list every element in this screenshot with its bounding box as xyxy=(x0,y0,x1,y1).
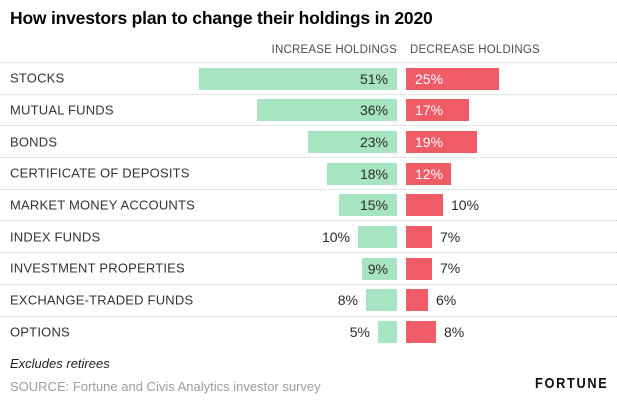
category-label: INDEX FUNDS xyxy=(10,229,101,245)
chart-row: MUTUAL FUNDS 36% 17% xyxy=(0,95,617,127)
column-header-decrease: DECREASE HOLDINGS xyxy=(410,44,540,56)
chart-row: MARKET MONEY ACCOUNTS 15% 10% xyxy=(0,190,617,222)
increase-bar: 9% xyxy=(362,257,397,280)
increase-value-label: 18% xyxy=(359,165,388,182)
decrease-value-label: 19% xyxy=(415,133,444,150)
page-title: How investors plan to change their holdi… xyxy=(10,8,433,28)
decrease-value-label: 6% xyxy=(436,292,457,309)
category-label: MUTUAL FUNDS xyxy=(10,102,114,118)
category-label: STOCKS xyxy=(10,70,65,86)
increase-bar: 15% xyxy=(339,194,397,217)
chart-row: STOCKS 51% 25% xyxy=(0,63,617,95)
decrease-bar: 17% xyxy=(406,99,469,122)
decrease-bar: 25% xyxy=(406,67,499,90)
category-label: OPTIONS xyxy=(10,324,70,340)
decrease-bar: 19% xyxy=(406,130,477,153)
decrease-value-label: 17% xyxy=(415,102,444,119)
column-header-increase: INCREASE HOLDINGS xyxy=(271,44,397,56)
decrease-bar xyxy=(406,257,432,280)
decrease-bar: 12% xyxy=(406,162,451,185)
decrease-bar xyxy=(406,225,432,248)
increase-bar xyxy=(378,321,397,343)
category-label: CERTIFICATE OF DEPOSITS xyxy=(10,165,190,181)
fortune-logo: FORTUNE xyxy=(534,375,608,392)
increase-bar: 18% xyxy=(327,162,397,185)
decrease-value-label: 25% xyxy=(415,70,444,87)
chart-row: INDEX FUNDS 10% 7% xyxy=(0,221,617,254)
category-label: EXCHANGE-TRADED FUNDS xyxy=(10,292,194,308)
increase-bar: 36% xyxy=(257,99,397,122)
category-label: MARKET MONEY ACCOUNTS xyxy=(10,197,196,213)
decrease-value-label: 7% xyxy=(440,260,461,277)
chart-row: INVESTMENT PROPERTIES 9% 7% xyxy=(0,253,617,285)
increase-value-label: 36% xyxy=(359,102,388,119)
category-label: BONDS xyxy=(10,134,58,150)
footnote: Excludes retirees xyxy=(10,356,110,371)
increase-bar: 51% xyxy=(199,67,397,90)
diverging-bar-chart: STOCKS 51% 25% MUTUAL FUNDS 36% 17% BONDS 23% 19… xyxy=(0,62,617,348)
decrease-bar xyxy=(406,194,443,217)
decrease-bar xyxy=(406,321,436,343)
chart-row: BONDS 23% 19% xyxy=(0,126,617,159)
decrease-bar xyxy=(406,289,428,312)
increase-value-label: 9% xyxy=(367,260,388,277)
increase-value-label: 51% xyxy=(359,70,388,87)
chart-row: EXCHANGE-TRADED FUNDS 8% 6% xyxy=(0,285,617,317)
increase-bar xyxy=(358,225,397,248)
decrease-value-label: 12% xyxy=(415,165,444,182)
decrease-value-label: 7% xyxy=(440,228,461,245)
increase-value-label: 15% xyxy=(359,197,388,214)
increase-bar xyxy=(366,289,397,312)
chart-row: OPTIONS 5% 8% xyxy=(0,317,617,349)
decrease-value-label: 10% xyxy=(451,197,480,214)
chart-row: CERTIFICATE OF DEPOSITS 18% 12% xyxy=(0,158,617,190)
increase-value-label: 10% xyxy=(321,228,350,245)
decrease-value-label: 8% xyxy=(444,324,465,341)
increase-value-label: 8% xyxy=(337,292,358,309)
category-label: INVESTMENT PROPERTIES xyxy=(10,260,185,276)
increase-value-label: 23% xyxy=(359,133,388,150)
increase-value-label: 5% xyxy=(349,324,370,341)
increase-bar: 23% xyxy=(308,130,397,153)
source-line: SOURCE: Fortune and Civis Analytics inve… xyxy=(10,379,321,394)
